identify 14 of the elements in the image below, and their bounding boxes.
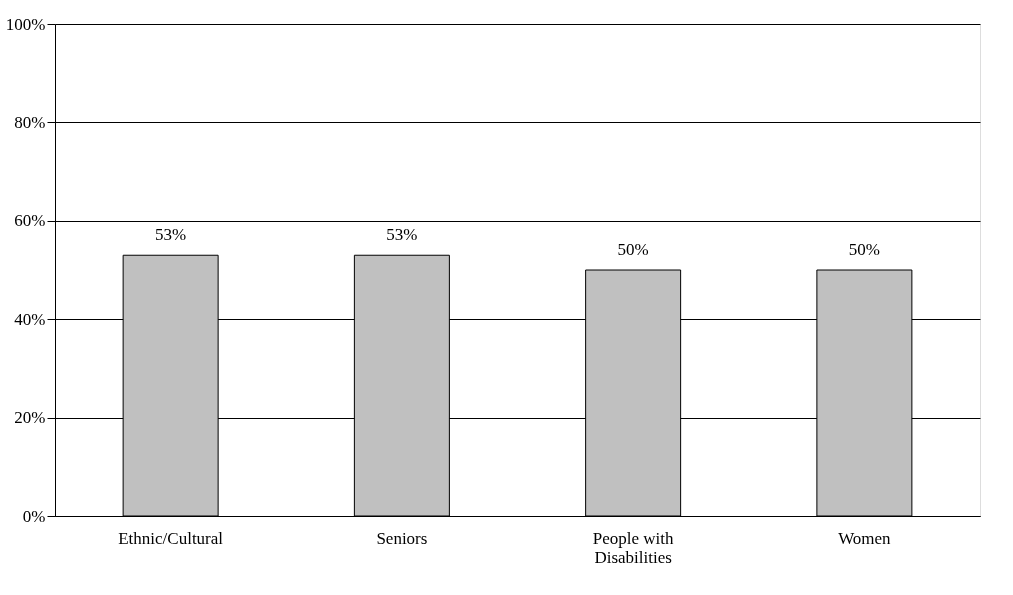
y-tick-label: 40% (14, 309, 46, 329)
y-tick-label: 60% (14, 211, 46, 231)
data-label: 50% (617, 240, 649, 259)
y-tick-label: 100% (5, 14, 46, 34)
y-tick-label: 80% (14, 112, 46, 132)
data-label: 50% (848, 240, 880, 259)
data-label: 53% (386, 225, 418, 245)
y-tick-label: 20% (14, 408, 46, 428)
x-tick-label: Women (838, 528, 892, 548)
x-tick-label: People with Disabilities (592, 528, 674, 567)
x-tick-label: Seniors (376, 528, 428, 548)
data-label: 53% (155, 225, 187, 245)
y-tick-label: 0% (22, 506, 46, 526)
x-tick-label: Ethnic/Cultural (118, 528, 224, 548)
